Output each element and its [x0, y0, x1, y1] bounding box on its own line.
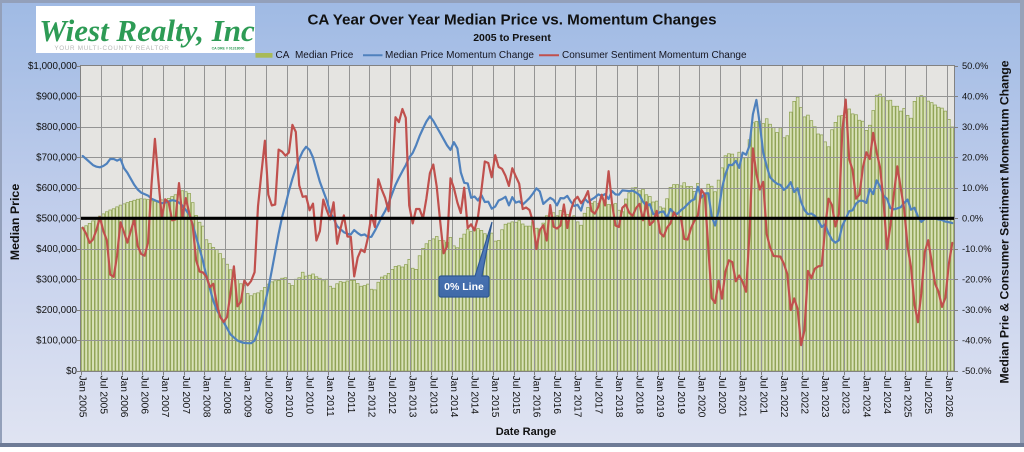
svg-text:Median Price Momentum Change: Median Price Momentum Change: [385, 50, 534, 61]
svg-text:Jan 2009: Jan 2009: [242, 376, 253, 418]
svg-text:Jan 2013: Jan 2013: [407, 376, 418, 418]
svg-text:Jul 2025: Jul 2025: [922, 376, 933, 415]
svg-text:$0: $0: [66, 366, 77, 377]
svg-text:-20.0%: -20.0%: [962, 275, 991, 285]
svg-text:0.0%: 0.0%: [962, 214, 983, 224]
svg-text:Consumer Sentiment Momentum Ch: Consumer Sentiment Momentum Change: [562, 50, 747, 61]
svg-text:2005 to Present: 2005 to Present: [473, 32, 551, 44]
svg-text:Jan 2019: Jan 2019: [654, 376, 665, 418]
svg-text:Jul 2007: Jul 2007: [180, 376, 191, 415]
svg-text:50.0%: 50.0%: [962, 61, 988, 71]
svg-text:-40.0%: -40.0%: [962, 336, 991, 346]
svg-text:Wiest Realty, Inc: Wiest Realty, Inc: [39, 13, 255, 48]
svg-text:YOUR MULTI-COUNTY REALTOR: YOUR MULTI-COUNTY REALTOR: [54, 45, 169, 52]
svg-text:Jul 2023: Jul 2023: [840, 376, 851, 415]
svg-text:Date Range: Date Range: [496, 426, 557, 438]
svg-text:Jan 2025: Jan 2025: [902, 376, 913, 418]
svg-text:Jan 2024: Jan 2024: [860, 376, 871, 418]
svg-text:Jul 2009: Jul 2009: [262, 376, 273, 415]
svg-text:Jul 2020: Jul 2020: [716, 376, 727, 415]
svg-text:Jul 2013: Jul 2013: [427, 376, 438, 415]
svg-text:Jan 2011: Jan 2011: [324, 376, 335, 417]
svg-text:Median Prie & Consumer Sentime: Median Prie & Consumer Sentiment Momentu…: [998, 60, 1012, 383]
svg-text:Jan 2018: Jan 2018: [613, 376, 624, 418]
svg-text:Jul 2012: Jul 2012: [386, 376, 397, 415]
svg-text:Jan 2016: Jan 2016: [530, 376, 541, 418]
svg-text:Jan 2012: Jan 2012: [365, 376, 376, 418]
svg-text:-50.0%: -50.0%: [962, 366, 991, 376]
svg-text:$400,000: $400,000: [36, 244, 77, 255]
svg-text:Median Price: Median Price: [8, 184, 22, 261]
svg-text:Jan 2014: Jan 2014: [448, 376, 459, 418]
svg-text:-30.0%: -30.0%: [962, 305, 991, 315]
svg-text:Jul 2016: Jul 2016: [551, 376, 562, 415]
svg-text:Jan 2005: Jan 2005: [77, 376, 88, 418]
svg-text:Jan 2020: Jan 2020: [695, 376, 706, 418]
svg-text:Jul 2015: Jul 2015: [510, 376, 521, 415]
svg-text:Jul 2024: Jul 2024: [881, 376, 892, 415]
svg-text:Jul 2017: Jul 2017: [592, 376, 603, 415]
svg-text:Jan 2015: Jan 2015: [489, 376, 500, 418]
svg-text:Jan 2022: Jan 2022: [778, 376, 789, 418]
svg-text:$800,000: $800,000: [36, 122, 77, 133]
svg-text:Jan 2026: Jan 2026: [943, 376, 954, 418]
svg-text:10.0%: 10.0%: [962, 183, 988, 193]
svg-text:Jan 2006: Jan 2006: [118, 376, 129, 418]
svg-text:-10.0%: -10.0%: [962, 244, 991, 254]
svg-text:Jan 2010: Jan 2010: [283, 376, 294, 418]
svg-text:Jul 2014: Jul 2014: [469, 376, 480, 415]
svg-text:$500,000: $500,000: [36, 214, 77, 225]
svg-text:$200,000: $200,000: [36, 305, 77, 316]
svg-text:$600,000: $600,000: [36, 183, 77, 194]
svg-text:$100,000: $100,000: [36, 336, 77, 347]
svg-text:Jul 2021: Jul 2021: [757, 376, 768, 415]
svg-text:0% Line: 0% Line: [444, 281, 484, 293]
svg-text:$1,000,000: $1,000,000: [28, 61, 78, 72]
svg-text:40.0%: 40.0%: [962, 92, 988, 102]
svg-text:Jan 2023: Jan 2023: [819, 376, 830, 418]
svg-text:30.0%: 30.0%: [962, 122, 988, 132]
svg-text:Jul 2010: Jul 2010: [304, 376, 315, 415]
svg-text:20.0%: 20.0%: [962, 153, 988, 163]
svg-text:Jul 2011: Jul 2011: [345, 376, 356, 414]
svg-text:Jul 2005: Jul 2005: [97, 376, 108, 415]
svg-text:CA DRE # 01318000: CA DRE # 01318000: [212, 47, 245, 51]
svg-text:Jan 2007: Jan 2007: [159, 376, 170, 418]
svg-text:CA Median Price: CA Median Price: [276, 50, 354, 61]
svg-text:Jul 2022: Jul 2022: [798, 376, 809, 415]
svg-text:Jul 2019: Jul 2019: [675, 376, 686, 415]
svg-text:Jul 2008: Jul 2008: [221, 376, 232, 415]
svg-text:$700,000: $700,000: [36, 153, 77, 164]
svg-text:Jan 2017: Jan 2017: [572, 376, 583, 418]
svg-text:Jul 2006: Jul 2006: [139, 376, 150, 415]
svg-text:CA Year Over Year Median Price: CA Year Over Year Median Price vs. Momen…: [307, 12, 716, 29]
svg-text:$900,000: $900,000: [36, 92, 77, 103]
svg-text:Jul 2018: Jul 2018: [634, 376, 645, 415]
svg-text:$300,000: $300,000: [36, 275, 77, 286]
svg-text:Jan 2008: Jan 2008: [200, 376, 211, 418]
svg-text:Jan 2021: Jan 2021: [737, 376, 748, 418]
